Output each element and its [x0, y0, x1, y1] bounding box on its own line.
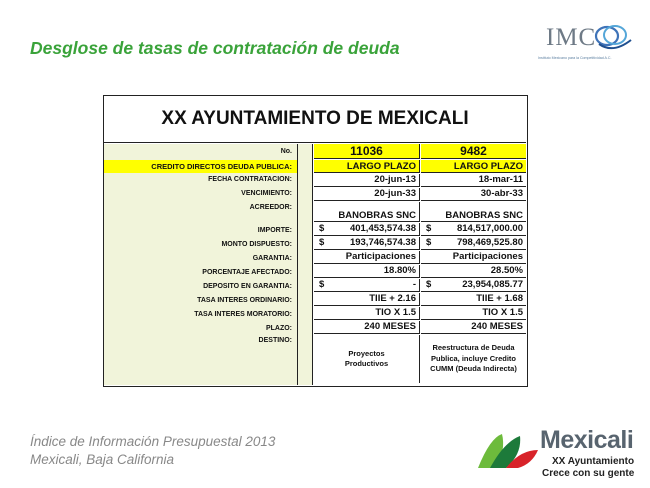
table-row: PLAZO: 240 MESES 240 MESES — [104, 321, 526, 334]
section-highlight — [104, 160, 297, 173]
currency-symbol: $ — [319, 279, 325, 290]
row-label: No. — [280, 148, 292, 155]
table-row-destino: DESTINO: Proyectos Productivos Reestruct… — [104, 335, 526, 385]
value-2: Participaciones — [421, 251, 526, 264]
currency-symbol: $ — [319, 223, 325, 234]
value-1: $ 401,453,574.38 — [314, 223, 420, 236]
row-label: TASA INTERES ORDINARIO: — [197, 297, 292, 304]
destino-1: Proyectos Productivos — [314, 335, 420, 383]
value-2: $ 23,954,085.77 — [421, 279, 526, 292]
credit-number-1: 11036 — [314, 144, 420, 159]
value-1: $ 193,746,574.38 — [314, 237, 420, 250]
value-2: 240 MESES — [421, 321, 526, 334]
table-row: IMPORTE: $ 401,453,574.38 $ 814,517,000.… — [104, 223, 526, 236]
table-row: PORCENTAJE AFECTADO: 18.80% 28.50% — [104, 265, 526, 278]
currency-symbol: $ — [426, 223, 432, 234]
value-2: BANOBRAS SNC — [421, 202, 526, 222]
amount: 23,954,085.77 — [462, 279, 523, 290]
imco-rings-icon — [594, 25, 632, 50]
table-row: TASA INTERES ORDINARIO: TIIE + 2.16 TIIE… — [104, 293, 526, 306]
row-label: TASA INTERES MORATORIO: — [194, 311, 292, 318]
value-2: TIO X 1.5 — [421, 307, 526, 320]
imco-logo: IMC Instituto Mexicano para la Competiti… — [538, 18, 638, 70]
value-1: BANOBRAS SNC — [314, 202, 420, 222]
value-1: TIO X 1.5 — [314, 307, 420, 320]
currency-symbol: $ — [426, 237, 432, 248]
row-label: PLAZO: — [265, 325, 292, 332]
table-row-number: No. 11036 9482 — [104, 144, 526, 159]
row-label: PORCENTAJE AFECTADO: — [202, 269, 292, 276]
row-label: FECHA CONTRATACION: — [208, 176, 292, 183]
table-row: TASA INTERES MORATORIO: TIO X 1.5 TIO X … — [104, 307, 526, 320]
amount: 401,453,574.38 — [349, 223, 416, 234]
table-row: DEPOSITO EN GARANTIA: $ - $ 23,954,085.7… — [104, 279, 526, 292]
debt-table: XX AYUNTAMIENTO DE MEXICALI No. 11036 94… — [103, 95, 528, 387]
table-row: MONTO DISPUESTO: $ 193,746,574.38 $ 798,… — [104, 237, 526, 250]
value-2: $ 814,517,000.00 — [421, 223, 526, 236]
table-row: FECHA CONTRATACION: 20-jun-13 18-mar-11 — [104, 174, 526, 187]
imco-logo-subtitle: Instituto Mexicano para la Competitivida… — [538, 56, 612, 60]
value-2: 30-abr-33 — [421, 188, 526, 201]
amount: - — [412, 279, 416, 290]
amount: 798,469,525.80 — [456, 237, 523, 248]
table-row-section: CREDITO DIRECTOS DEUDA PUBLICA: LARGO PL… — [104, 160, 526, 173]
row-label: DESTINO: — [258, 337, 292, 344]
row-label: VENCIMIENTO: — [241, 190, 292, 197]
mexicali-logo: Mexicali XX Ayuntamiento Crece con su ge… — [476, 426, 646, 486]
value-1: 20-jun-33 — [314, 188, 420, 201]
table-row: VENCIMIENTO: 20-jun-33 30-abr-33 — [104, 188, 526, 201]
term-1: LARGO PLAZO — [314, 160, 420, 173]
spacer-column — [297, 144, 313, 385]
row-label: ACREEDOR: — [249, 204, 292, 211]
value-1: 18.80% — [314, 265, 420, 278]
value-2: 18-mar-11 — [421, 174, 526, 187]
value-2: 28.50% — [421, 265, 526, 278]
table-title: XX AYUNTAMIENTO DE MEXICALI — [104, 96, 526, 143]
table-row: ACREEDOR: BANOBRAS SNC BANOBRAS SNC — [104, 202, 526, 222]
currency-symbol: $ — [426, 279, 432, 290]
value-1: 240 MESES — [314, 321, 420, 334]
amount: 814,517,000.00 — [456, 223, 523, 234]
table-row: GARANTIA: Participaciones Participacione… — [104, 251, 526, 264]
footer-line-2: Mexicali, Baja California — [30, 452, 175, 467]
currency-symbol: $ — [319, 237, 325, 248]
destino-2: Reestructura de Deuda Publica, incluye C… — [430, 343, 517, 374]
row-label: DEPOSITO EN GARANTIA: — [203, 283, 292, 290]
brand-name: Mexicali — [540, 426, 634, 454]
value-2: $ 798,469,525.80 — [421, 237, 526, 250]
label-column — [104, 144, 297, 385]
credit-number-2: 9482 — [421, 144, 526, 159]
slide-title: Desglose de tasas de contratación de deu… — [30, 38, 400, 58]
imco-logo-text: IMC — [546, 24, 597, 51]
value-1: Participaciones — [314, 251, 420, 264]
value-2: TIIE + 1.68 — [421, 293, 526, 306]
section-label: CREDITO DIRECTOS DEUDA PUBLICA: — [151, 162, 292, 171]
brand-line-1: XX Ayuntamiento — [552, 456, 635, 467]
row-label: GARANTIA: — [252, 255, 292, 262]
value-1: TIIE + 2.16 — [314, 293, 420, 306]
row-label: IMPORTE: — [257, 227, 292, 234]
brand-line-2: Crece con su gente — [542, 468, 635, 479]
mexicali-mark-icon — [478, 434, 538, 468]
value-1: 20-jun-13 — [314, 174, 420, 187]
footer-line-1: Índice de Información Presupuestal 2013 — [30, 434, 276, 449]
value-1: $ - — [314, 279, 420, 292]
term-2: LARGO PLAZO — [421, 160, 526, 173]
row-label: MONTO DISPUESTO: — [221, 241, 292, 248]
amount: 193,746,574.38 — [349, 237, 416, 248]
